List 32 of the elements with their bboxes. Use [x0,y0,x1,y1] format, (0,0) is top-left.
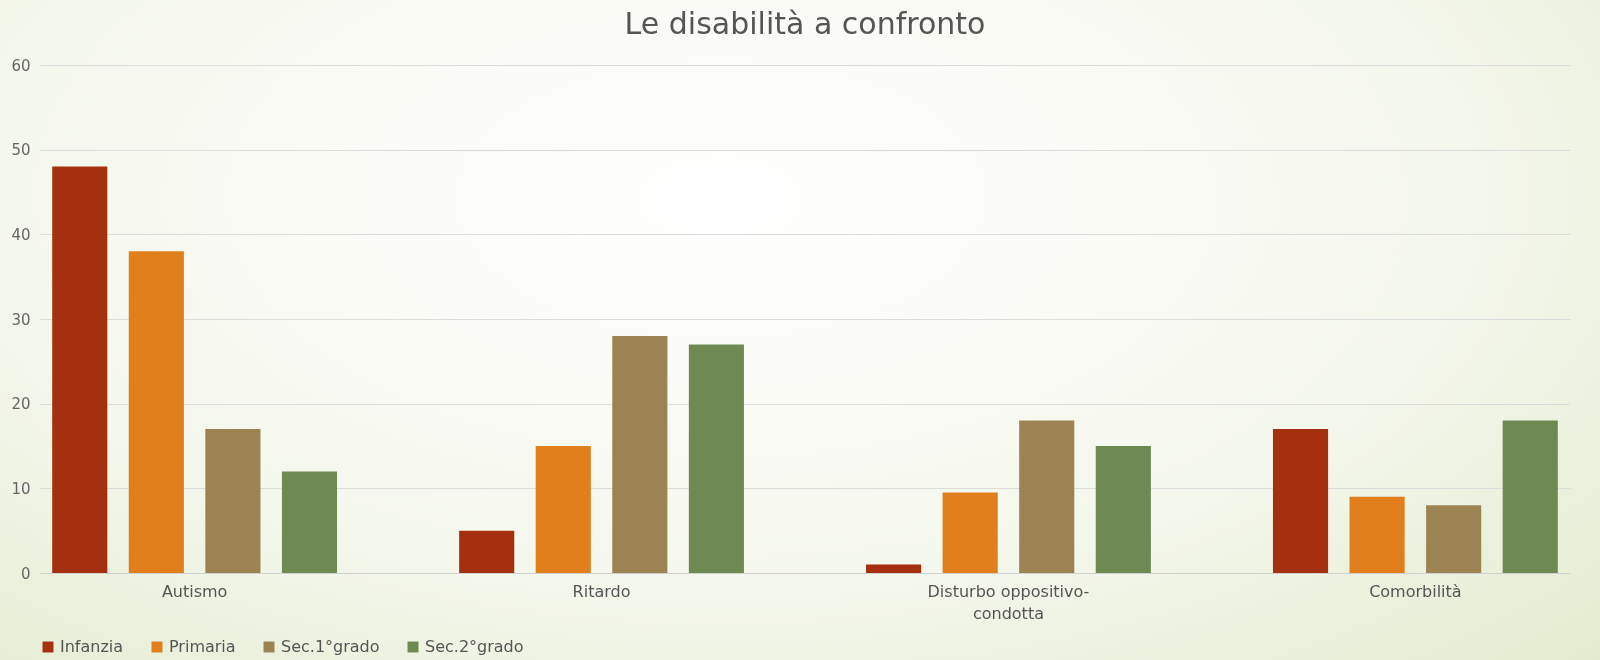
x-tick-label: Ritardo [572,581,631,601]
bar [535,446,591,573]
legend-label: Sec.2°grado [425,637,524,656]
y-tick-label: 40 [11,225,31,244]
bar [1426,505,1482,573]
x-tick-label: Disturbo oppositivo-condotta [927,581,1090,623]
chart-title: Le disabilità a confronto [624,6,986,41]
bar [52,166,108,573]
bar [1349,496,1405,573]
y-tick-label: 20 [11,395,31,414]
bar [688,344,744,573]
bar [1272,429,1329,573]
bar [459,530,515,573]
bar [281,471,338,573]
legend-label: Infanzia [60,637,124,656]
bar [1019,420,1075,573]
bar [1502,420,1558,573]
bar [866,564,922,573]
bar [128,251,184,573]
y-tick-label: 30 [11,310,31,329]
y-tick-label: 10 [11,479,31,498]
legend-label: Primaria [169,637,236,656]
bar [205,429,261,573]
x-tick-label: Comorbilità [1369,581,1462,601]
bar [1095,446,1151,573]
y-tick-label: 50 [11,141,31,160]
y-tick-label: 60 [11,56,31,75]
y-tick-label: 0 [20,564,31,583]
bar [942,492,998,573]
bar [612,335,668,573]
x-tick-label: Autismo [161,581,228,601]
legend-label: Sec.1°grado [281,637,380,656]
